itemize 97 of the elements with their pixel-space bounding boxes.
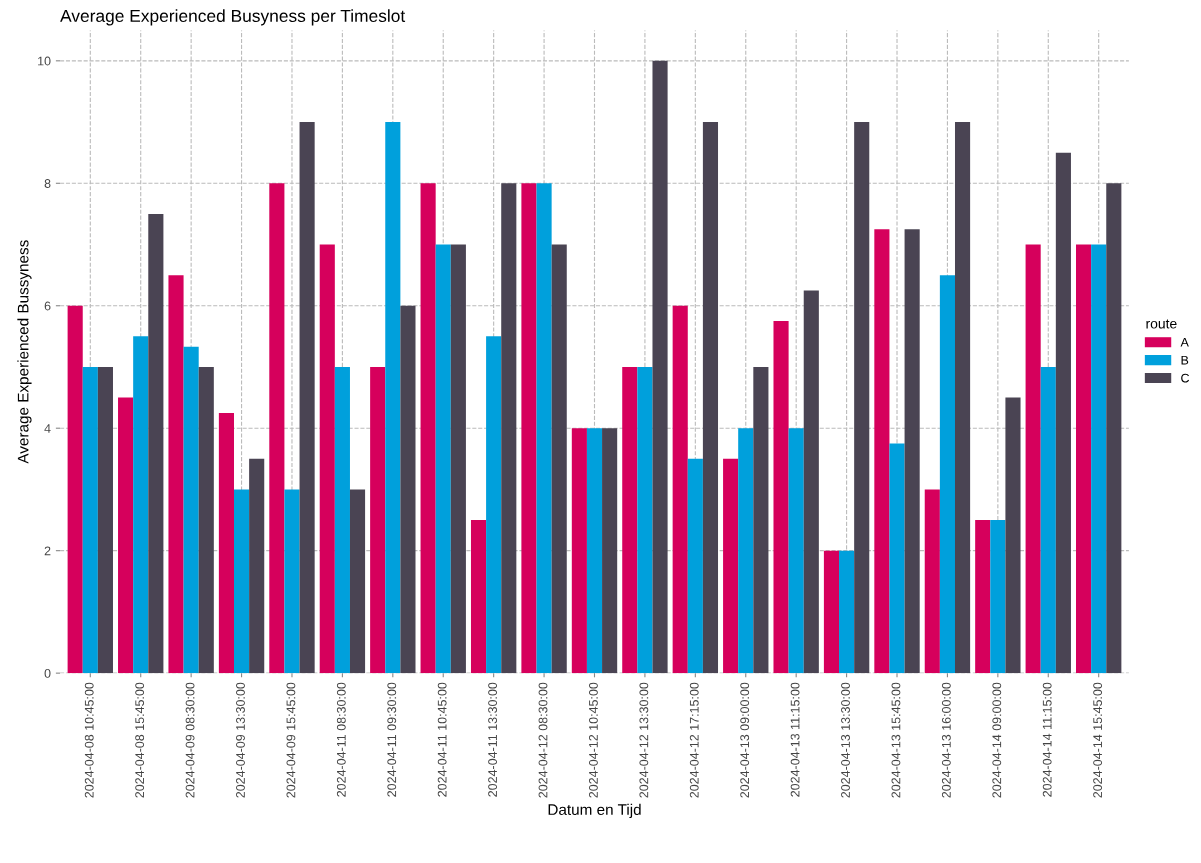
- bar: [118, 397, 134, 674]
- bar: [183, 346, 199, 674]
- bar: [218, 412, 234, 674]
- bar: [672, 305, 688, 674]
- bar: [652, 60, 668, 674]
- bar: [637, 366, 653, 674]
- bar: [536, 183, 552, 674]
- legend-label: A: [1180, 338, 1189, 347]
- x-tick-label: 2024-04-14 09:00:00: [992, 682, 1002, 798]
- y-tick-label: 4: [44, 424, 51, 433]
- bar: [1055, 152, 1071, 674]
- y-tick-label: 2: [44, 546, 51, 556]
- legend-label: C: [1181, 373, 1190, 383]
- bar: [823, 550, 840, 674]
- bar: [470, 520, 487, 674]
- bar: [889, 443, 905, 674]
- bar: [370, 366, 386, 674]
- bar: [939, 275, 955, 674]
- bar: [954, 122, 971, 674]
- x-tick-label: 2024-04-11 10:45:00: [437, 682, 447, 797]
- bar: [904, 229, 920, 674]
- bar: [148, 213, 164, 674]
- y-tick-label: 8: [44, 179, 51, 188]
- bar: [723, 458, 739, 674]
- y-tick-label: 0: [44, 668, 51, 678]
- x-tick-label: 2024-04-13 09:00:00: [740, 682, 750, 798]
- y-tick-label: 6: [44, 301, 51, 311]
- bar: [334, 366, 350, 674]
- bar: [924, 489, 940, 674]
- x-tick-label: 2024-04-11 08:30:00: [336, 682, 346, 797]
- bar: [501, 183, 517, 674]
- x-tick-label: 2024-04-09 08:30:00: [185, 682, 195, 798]
- bar: [400, 305, 416, 674]
- bar: [198, 366, 214, 674]
- bar: [622, 366, 638, 674]
- chart-title: Average Experienced Busyness per Timeslot: [60, 9, 406, 26]
- bar: [803, 290, 819, 674]
- x-tick-label: 2024-04-08 15:45:00: [135, 682, 145, 798]
- x-tick-label: 2024-04-13 11:15:00: [790, 682, 800, 797]
- bar: [738, 428, 754, 674]
- x-tick-label: 2024-04-13 15:45:00: [891, 682, 901, 798]
- bar: [1005, 397, 1021, 674]
- x-tick-label: 2024-04-14 11:15:00: [1042, 682, 1052, 797]
- bar: [385, 122, 401, 674]
- bar: [269, 183, 285, 674]
- bar: [854, 122, 870, 674]
- bar: [82, 366, 98, 674]
- bar: [420, 183, 436, 674]
- bar: [97, 366, 113, 674]
- x-axis-title: Datum en Tijd: [548, 803, 641, 819]
- x-tick-label: 2024-04-12 13:30:00: [639, 682, 649, 798]
- x-tick-label: 2024-04-08 10:45:00: [84, 682, 94, 798]
- x-tick-label: 2024-04-12 08:30:00: [538, 682, 548, 798]
- bar: [168, 275, 184, 674]
- bar: [435, 244, 451, 674]
- bar: [299, 122, 315, 674]
- bar: [319, 244, 335, 674]
- x-tick-label: 2024-04-12 10:45:00: [589, 682, 598, 798]
- bar: [486, 336, 502, 674]
- bar: [773, 321, 789, 674]
- x-tick-label: 2024-04-09 15:45:00: [286, 682, 296, 798]
- bar: [67, 305, 83, 674]
- bar: [249, 458, 265, 674]
- bar: [586, 428, 603, 674]
- x-tick-label: 2024-04-14 15:45:00: [1093, 682, 1103, 798]
- x-tick-label: 2024-04-12 17:15:00: [689, 682, 699, 798]
- x-tick-label: 2024-04-11 09:30:00: [387, 682, 397, 797]
- bar: [284, 489, 300, 674]
- bar: [1106, 183, 1122, 674]
- y-tick-label: 10: [38, 56, 51, 66]
- bar: [551, 244, 567, 674]
- x-tick-label: 2024-04-13 13:30:00: [841, 682, 850, 798]
- bar: [602, 428, 618, 674]
- bar: [1091, 244, 1107, 674]
- legend-title: route: [1146, 319, 1177, 329]
- bar: [753, 366, 769, 674]
- bar: [1076, 244, 1092, 674]
- legend-label: B: [1181, 355, 1189, 365]
- bar: [990, 520, 1006, 674]
- x-tick-label: 2024-04-11 13:30:00: [488, 682, 498, 797]
- bar: [450, 244, 466, 674]
- x-tick-label: 2024-04-13 16:00:00: [941, 682, 951, 798]
- bar: [571, 428, 587, 674]
- bar: [687, 458, 703, 674]
- bar: [1025, 244, 1041, 674]
- bar: [521, 183, 537, 674]
- bar: [234, 489, 250, 674]
- bar: [1040, 366, 1056, 674]
- bar: [874, 229, 890, 674]
- y-axis-title: Average Experienced Bussyness: [17, 240, 32, 464]
- bar: [839, 550, 855, 674]
- x-tick-label: 2024-04-09 13:30:00: [236, 682, 245, 798]
- bar: [349, 489, 366, 674]
- bar: [133, 336, 149, 674]
- bar: [702, 122, 719, 674]
- bar: [788, 428, 804, 674]
- bar: [975, 520, 991, 674]
